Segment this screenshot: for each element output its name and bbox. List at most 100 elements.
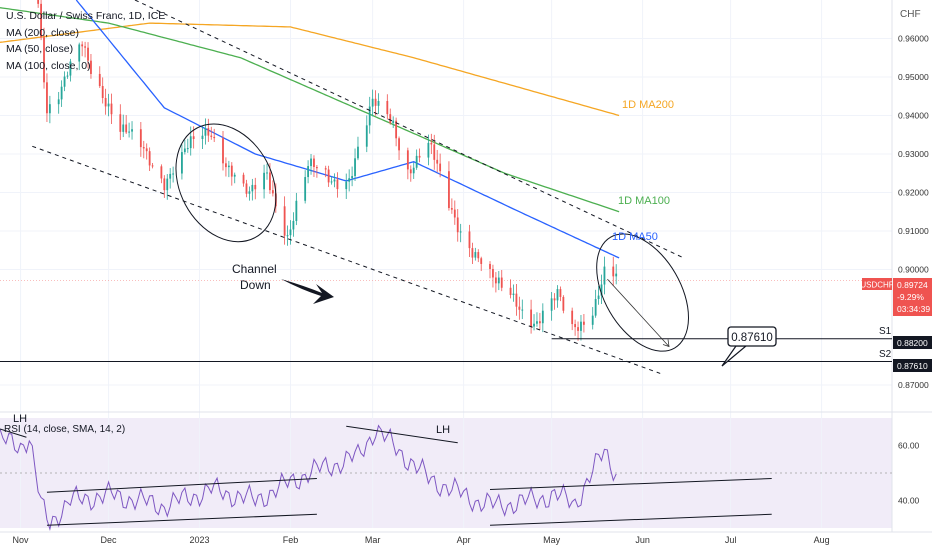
candle <box>37 0 40 8</box>
candle <box>412 162 415 179</box>
candle <box>533 314 535 331</box>
ma100-line <box>0 7 620 213</box>
time-tick-label: 2023 <box>190 535 210 545</box>
candle <box>313 155 315 177</box>
ma50-line <box>75 0 620 259</box>
candle <box>509 279 512 299</box>
candle <box>439 153 442 178</box>
legend-ma50: MA (50, close) <box>6 43 74 55</box>
candle <box>489 261 491 279</box>
candle <box>233 172 236 184</box>
candle <box>553 293 556 310</box>
candle <box>172 166 175 183</box>
s2-label: S2 <box>879 349 892 360</box>
left-ellipse <box>175 123 277 243</box>
candle <box>468 224 471 258</box>
price-tick-label: 0.93000 <box>898 149 929 159</box>
undefined <box>0 428 27 438</box>
candle <box>66 71 69 79</box>
candle <box>181 144 183 180</box>
candle <box>310 153 312 175</box>
grid <box>0 0 932 533</box>
candle <box>40 0 42 41</box>
candle <box>110 93 113 125</box>
candle <box>354 148 356 181</box>
candle <box>392 116 395 129</box>
candle <box>304 170 307 204</box>
candle <box>541 303 544 333</box>
price-tick-label: 0.95000 <box>898 72 929 82</box>
candle <box>594 289 597 318</box>
drawings <box>0 0 892 374</box>
lh-left-label: LH <box>13 413 27 425</box>
candle <box>330 176 333 185</box>
axes: 0.96000 0.95000 0.94000 0.93000 0.92000 0.910… <box>13 33 929 545</box>
candle <box>213 128 216 143</box>
candle <box>562 295 565 314</box>
candle <box>377 93 380 115</box>
candle <box>386 94 389 120</box>
s1-label: S1 <box>879 326 892 337</box>
candle <box>336 172 339 198</box>
rsi-legend: RSI (14, close, SMA, 14, 2) <box>4 424 125 435</box>
candle <box>160 164 163 184</box>
candle <box>151 162 154 169</box>
right-ellipse <box>596 233 689 352</box>
candle <box>242 172 245 187</box>
candle <box>286 225 289 246</box>
candle <box>266 163 268 180</box>
candle <box>577 321 579 341</box>
candle <box>48 95 51 124</box>
candle <box>389 108 392 125</box>
candle <box>603 256 606 295</box>
candle <box>430 133 433 155</box>
ma200-line <box>0 22 620 117</box>
candle <box>333 173 336 188</box>
candle <box>521 299 524 320</box>
candle <box>480 256 483 272</box>
candle <box>230 162 233 186</box>
candle <box>351 166 354 187</box>
candle <box>474 247 477 261</box>
time-tick-label: Apr <box>457 535 471 545</box>
candle <box>365 115 368 153</box>
candle <box>87 42 89 69</box>
ma50-annotation: 1D MA50 <box>612 231 658 243</box>
candle <box>574 319 577 336</box>
candle <box>201 125 204 149</box>
time-tick-label: Nov <box>13 535 30 545</box>
candle <box>145 143 148 160</box>
candle <box>227 160 230 178</box>
candle <box>169 168 172 189</box>
candle <box>582 313 585 333</box>
candle <box>477 249 480 263</box>
candle <box>245 179 248 198</box>
candle <box>600 274 603 305</box>
candle <box>43 27 45 89</box>
candle <box>500 269 503 292</box>
price-tick-label: 0.90000 <box>898 264 929 274</box>
rsi-tick-label: 40.00 <box>898 496 920 506</box>
channel-label-line2: Down <box>240 278 271 292</box>
channel-label-line1: Channel <box>232 262 277 276</box>
candle <box>142 140 145 159</box>
candle <box>283 196 286 245</box>
candle <box>492 264 494 288</box>
candle <box>139 121 142 157</box>
undefined <box>489 478 772 490</box>
time-tick-label: Jul <box>725 535 737 545</box>
current-price-tag: USDCHF 0.89724 -9.29% 03:34:39 <box>860 278 932 316</box>
candle <box>295 192 298 226</box>
s1-price-tag: 0.88200 <box>897 338 928 348</box>
candle <box>368 96 371 134</box>
candle <box>374 90 377 116</box>
legend-title: U.S. Dollar / Swiss Franc, 1D, ICE <box>6 10 166 22</box>
candle <box>406 147 409 180</box>
candle <box>448 161 450 211</box>
moving-averages <box>0 0 620 259</box>
candle <box>559 286 562 302</box>
candle <box>207 118 210 142</box>
candle <box>315 165 318 178</box>
candle <box>324 165 327 178</box>
